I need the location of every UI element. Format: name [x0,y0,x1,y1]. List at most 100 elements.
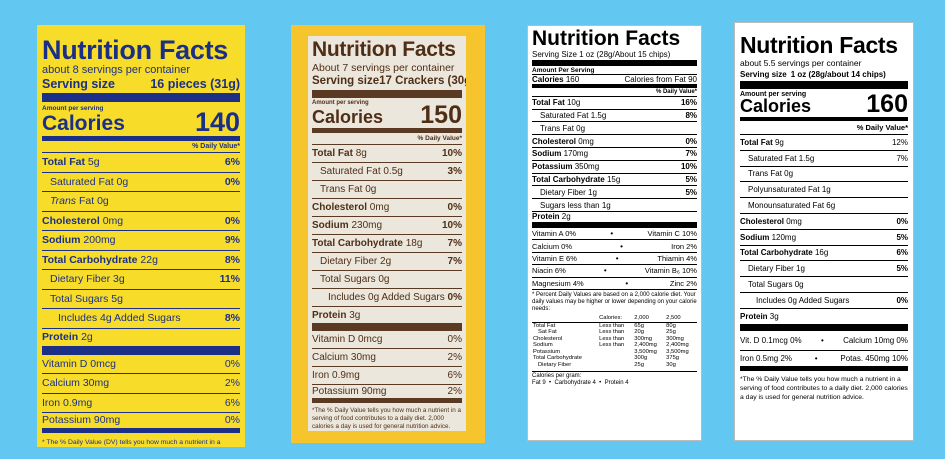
nutrient-row-polyunsaturated-fat: Polyunsaturated Fat 1g [740,182,908,199]
table-row: Total Carbohydrate 300g 375g [533,355,680,362]
nutrient-row-cholesterol: Cholesterol 0mg 0% [532,135,697,148]
nutrient-row-total-sugars: Total Sugars 0g [740,277,908,293]
nutrition-label-4: Nutrition Facts about 5.5 servings per c… [734,22,914,441]
nutrient-row-saturated-fat: Saturated Fat 1.5g 7% [740,151,908,167]
amount-per-serving: Amount per serving [42,105,104,112]
daily-value-table-header: Calories: 2,000 2,500 [532,315,697,323]
servings-per-container: about 5.5 servings per container [740,58,862,68]
daily-value-header: % Daily Value* [312,133,462,145]
amount-per-serving: Amount per serving [740,91,807,98]
nutrient-row-sodium: Sodium 170mg 7% [532,148,697,161]
serving-size-label: Serving size [42,77,115,91]
vitamin-row: Potassium 90mg 0% [42,413,240,433]
table-row: Sodium Less than 2,400mg 2,400mg [533,342,689,349]
footnote: * The % Daily Value (DV) tells you how m… [42,438,221,446]
nutrient-row-saturated-fat: Saturated Fat 0.5g 3% [312,163,462,181]
vitamin-row: Potassium 90mg 2% [312,385,462,403]
nutrient-row-cholesterol: Cholesterol 0mg 0% [312,199,462,217]
calories-row: Calories 150 [312,101,462,133]
nutrient-row-trans-fat: Trans Fat 0g [312,181,462,199]
nutrition-label-3: Nutrition Facts Serving Size 1 oz (28g/A… [527,25,702,441]
serving-size-value: 16 pieces (31g) [150,77,240,91]
nutrient-row-added-sugars: Includes 4g Added Sugars 8% [42,309,240,329]
nutrient-row-added-sugars: Includes 0g Added Sugars 0% [312,289,462,307]
serving-size: Serving Size 1 oz (28g/About 15 chips) [532,50,697,66]
calories-value: 140 [194,107,240,137]
label-title: Nutrition Facts [42,35,229,65]
vitamin-row: Iron 0.5mg 2% • Potas. 450mg 10% [740,351,908,371]
serving-size: Serving size 17 Crackers (30g) [312,74,466,98]
nutrient-row-trans-fat: Trans Fat 0g [532,122,697,136]
nutrient-row-total-carbohydrate: Total Carbohydrate 15g 5% [532,174,697,187]
daily-value-header: % Daily Value* [532,88,697,97]
calories-label: Calories [42,112,125,135]
label-title: Nutrition Facts [740,32,898,58]
vitamin-row: Calcium 0% • Iron 2% [532,240,697,253]
nutrient-row-total-carbohydrate: Total Carbohydrate 18g 7% [312,235,462,253]
nutrition-label-1: Nutrition Facts about 8 servings per con… [37,25,245,447]
footnote: *The % Daily Value tells you how much a … [740,375,908,401]
nutrient-row-total-carbohydrate: Total Carbohydrate 22g 8% [42,251,240,270]
nutrient-row-trans-fat: Trans Fat 0g [740,167,908,183]
nutrient-row-total-carbohydrate: Total Carbohydrate 16g 6% [740,246,908,262]
nutrient-row-saturated-fat: Saturated Fat 1.5g 8% [532,110,697,123]
nutrient-row-dietary-fiber: Dietary Fiber 2g 7% [312,253,462,271]
calories-value: 150 [420,101,462,129]
nutrient-row-total-fat: Total Fat 5g 6% [42,153,240,173]
nutrient-row-protein: Protein 3g [312,307,462,331]
vitamin-row: Calcium 30mg 2% [312,349,462,367]
nutrient-row-sugars: Sugars less than 1g [532,199,697,212]
serving-size-value: 17 Crackers (30g) [379,75,466,87]
nutrient-row-dietary-fiber: Dietary Fiber 1g 5% [532,186,697,200]
vitamin-row: Vitamin A 0% • Vitamin C 10% [532,228,697,241]
nutrient-row-sodium: Sodium 230mg 10% [312,217,462,235]
daily-value-table: Calories: 2,000 2,500 Total Fat Less than 65… [532,315,697,369]
calories-label: Calories [740,96,812,116]
nutrient-row-saturated-fat: Saturated Fat 0g 0% [42,173,240,192]
nutrient-row-cholesterol: Cholesterol 0mg 0% [42,212,240,231]
vitamin-row: Vitamin E 6% • Thiamin 4% [532,253,697,266]
vitamin-row: Vitamin D 0mcg 0% [312,331,462,349]
table-row: Sat Fat Less than 20g 25g [538,329,676,336]
servings-per-container: About 7 servings per container [312,62,455,74]
nutrient-row-dietary-fiber: Dietary Fiber 1g 5% [740,261,908,278]
serving-size: Serving size 16 pieces (31g) [42,77,240,102]
vitamin-row: Vit. D 0.1mcg 0% • Calcium 10mg 0% [740,331,908,351]
daily-value-header: % Daily Value* [42,141,240,153]
label-title: Nutrition Facts [312,38,456,61]
serving-size-label: Serving size [740,70,787,79]
nutrient-row-protein: Protein 3g [740,309,908,331]
nutrient-row-total-fat: Total Fat 9g 12% [740,135,908,151]
vitamin-row: Niacin 6% • Vitamin B₆ 10% [532,265,697,278]
calories-row: Calories 160 Calories from Fat 90 [532,75,697,88]
serving-size-value: 1 oz (28g/about 14 chips) [790,70,886,79]
amount-per-serving: Amount Per Serving [532,66,697,75]
nutrient-row-sodium: Sodium 120mg 5% [740,230,908,246]
serving-size: Serving size 1 oz (28g/about 14 chips) [740,69,908,89]
vitamin-row: Iron 0.9mg 6% [312,367,462,385]
vitamin-row: Vitamin D 0mcg 0% [42,355,240,374]
nutrition-label-2: Nutrition Facts About 7 servings per con… [308,36,466,431]
serving-size-label: Serving size [312,75,380,87]
calories-per-gram: Calories per gram: Fat 9 • Carbohydrate … [532,370,697,387]
table-row: Total Fat Less than 65g 80g [533,322,676,329]
table-row: Potassium 3,500mg 3,500mg [533,348,689,355]
daily-value-header: % Daily Value* [740,121,908,135]
nutrient-row-monounsaturated-fat: Monounsaturated Fat 6g [740,198,908,214]
nutrient-row-cholesterol: Cholesterol 0mg 0% [740,214,908,230]
table-row: Cholesterol Less than 300mg 300mg [533,335,684,342]
nutrient-row-total-fat: Total Fat 8g 10% [312,145,462,163]
nutrient-row-total-fat: Total Fat 10g 16% [532,97,697,110]
nutrient-row-protein: Protein 2g [42,329,240,355]
nutrient-row-potassium: Potassium 350mg 10% [532,161,697,174]
nutrient-row-total-sugars: Total Sugars 0g [312,271,462,289]
calories-label: Calories [312,107,384,127]
vitamin-row: Calcium 30mg 2% [42,374,240,394]
vitamin-row: Iron 0.9mg 6% [42,394,240,413]
nutrient-row-protein: Protein 2g [532,212,697,228]
nutrient-row-trans-fat: Trans Fat 0g [42,192,240,212]
table-row: Dietary Fiber 25g 30g [538,362,676,369]
servings-per-container: about 8 servings per container [42,64,190,76]
nutrient-row-dietary-fiber: Dietary Fiber 3g 11% [42,270,240,290]
footnote: *The % Daily Value tells you how much a … [312,407,461,430]
